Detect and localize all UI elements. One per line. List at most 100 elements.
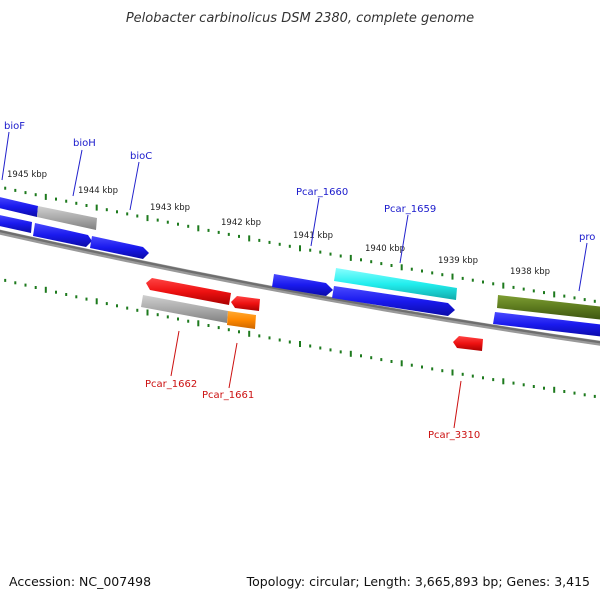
label-leaders xyxy=(1,131,588,429)
scale-bottom-tick xyxy=(55,290,57,294)
gene-label-Pcar_3310[interactable]: Pcar_3310 xyxy=(428,430,480,441)
scale-top-tick xyxy=(512,285,515,289)
scale-bottom-tick xyxy=(593,394,596,398)
gene-blue-arrow-b[interactable] xyxy=(33,223,92,247)
gene-label-bioF[interactable]: bioF xyxy=(4,121,25,132)
gene-Pcar_1662-arrow[interactable] xyxy=(146,278,231,305)
scale-top-tick xyxy=(502,282,505,289)
gene-pro-arrow[interactable] xyxy=(497,295,600,320)
scale-top-tick xyxy=(410,267,413,271)
gene-Pcar_3310-arrow[interactable] xyxy=(453,336,483,351)
scale-top-tick xyxy=(95,204,98,211)
scale-bottom-tick xyxy=(492,378,495,382)
scale-top-tick xyxy=(197,225,200,232)
scale-top-tick xyxy=(319,250,322,254)
scale-top-tick xyxy=(451,273,454,280)
scale-bottom-tick xyxy=(522,383,525,387)
scale-top-tick xyxy=(55,197,57,201)
gene-Pcar_1659-arrow[interactable] xyxy=(334,268,457,300)
scale-bottom-tick xyxy=(502,378,505,385)
gene-row-bottom xyxy=(141,278,483,351)
scale-track-bottom xyxy=(4,278,596,398)
scale-top-tick xyxy=(553,291,556,298)
scale-bottom-tick xyxy=(65,293,68,296)
scale-bottom-tick xyxy=(14,281,17,285)
scale-bottom-tick xyxy=(146,309,149,316)
scale-top-tick xyxy=(156,218,159,222)
scale-top-tick xyxy=(146,215,149,222)
scale-bottom-tick xyxy=(339,350,342,354)
gene-blue-arrow-a[interactable] xyxy=(0,214,32,233)
scale-bottom-tick xyxy=(349,350,352,357)
scale-top-tick xyxy=(482,280,484,284)
scale-top-tick xyxy=(34,193,37,197)
scale-top-tick xyxy=(543,291,545,295)
scale-top-tick xyxy=(14,188,17,192)
gene-Pcar_1661-arrow[interactable] xyxy=(227,311,256,329)
scale-bottom-tick xyxy=(299,341,301,347)
scale-label-1940: 1940 kbp xyxy=(365,244,405,254)
scale-bottom-tick xyxy=(126,306,129,310)
gene-label-bioH[interactable]: bioH xyxy=(73,138,96,149)
scale-bottom-tick xyxy=(268,336,271,340)
scale-bottom-tick xyxy=(482,376,484,380)
scale-bottom-tick xyxy=(187,319,190,323)
scale-bottom-tick xyxy=(410,363,413,367)
gene-row-top-inner xyxy=(0,214,600,337)
gene-blue-arrow-d[interactable] xyxy=(332,286,455,316)
scale-top-tick xyxy=(116,210,118,214)
leader-Pcar_1659 xyxy=(399,214,409,264)
scale-label-1944: 1944 kbp xyxy=(78,186,118,196)
scale-top-tick xyxy=(75,201,78,205)
gene-blue-arrow-c[interactable] xyxy=(90,236,149,259)
scale-bottom-tick xyxy=(390,360,393,363)
scale-top-tick xyxy=(339,254,342,258)
scale-label-1943: 1943 kbp xyxy=(150,203,190,213)
scale-top-tick xyxy=(390,264,393,267)
leader-Pcar_1662 xyxy=(170,330,180,377)
gene-label-bioC[interactable]: bioC xyxy=(130,151,152,162)
scale-bottom-tick xyxy=(24,283,27,287)
gene-label-Pcar_1660[interactable]: Pcar_1660 xyxy=(296,187,348,198)
scale-top-tick xyxy=(227,232,230,236)
scale-top-tick xyxy=(177,222,179,226)
gene-Pcar_1660-arrow[interactable] xyxy=(272,274,333,296)
scale-top-tick xyxy=(431,271,434,275)
gene-label-Pcar_1661[interactable]: Pcar_1661 xyxy=(202,390,254,401)
scale-bottom-tick xyxy=(532,385,535,388)
scale-top-tick xyxy=(492,282,495,286)
scale-bottom-tick xyxy=(573,391,576,395)
scale-top-tick xyxy=(126,212,129,216)
scale-top-tick xyxy=(268,240,271,244)
scale-top-tick xyxy=(85,204,88,207)
scale-label-1942: 1942 kbp xyxy=(221,218,261,228)
scale-bottom-tick xyxy=(553,386,556,393)
scale-bottom-tick xyxy=(421,365,423,369)
scale-track-top xyxy=(4,186,596,303)
scale-bottom-tick xyxy=(288,340,291,344)
gene-bioF-arrow[interactable] xyxy=(0,196,38,217)
scale-bottom-tick xyxy=(441,369,444,373)
gene-gray-arrow[interactable] xyxy=(141,295,228,323)
scale-bottom-tick xyxy=(177,317,179,321)
scale-bottom-tick xyxy=(166,315,169,319)
leader-bioF xyxy=(1,131,10,181)
scale-label-1939: 1939 kbp xyxy=(438,256,478,266)
scale-bottom-tick xyxy=(451,369,454,376)
leader-bioC xyxy=(129,161,140,211)
gene-label-Pcar_1659[interactable]: Pcar_1659 xyxy=(384,204,436,215)
scale-top-tick xyxy=(217,230,220,234)
scale-label-1938: 1938 kbp xyxy=(510,267,550,277)
scale-top-tick xyxy=(258,238,261,242)
gene-label-pro[interactable]: pro xyxy=(579,232,595,243)
gene-label-Pcar_1662[interactable]: Pcar_1662 xyxy=(145,379,197,390)
scale-bottom-tick xyxy=(512,381,515,385)
gene-red-arrow-small[interactable] xyxy=(231,296,260,311)
scale-top-tick xyxy=(166,220,169,224)
gene-blue-arrow-e[interactable] xyxy=(493,312,600,337)
scale-top-tick xyxy=(593,299,596,303)
gene-bioH-arrow[interactable] xyxy=(37,206,97,230)
scale-bottom-tick xyxy=(471,374,474,378)
scale-top-tick xyxy=(248,235,251,242)
scale-bottom-tick xyxy=(278,338,281,342)
